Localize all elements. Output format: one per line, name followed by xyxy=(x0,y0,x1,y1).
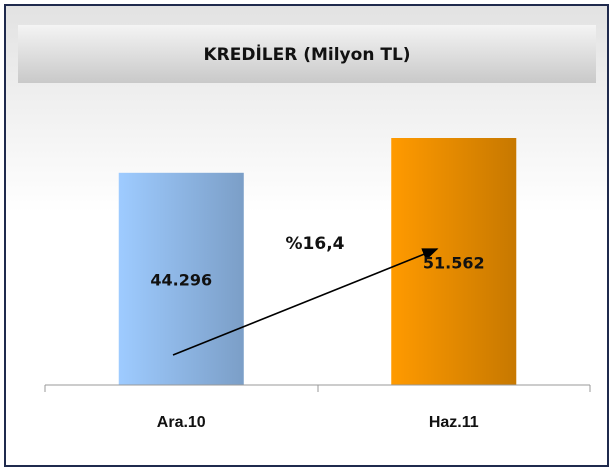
value-label: 44.296 xyxy=(150,271,212,290)
value-label: 51.562 xyxy=(423,253,485,272)
x-tick-label: Ara.10 xyxy=(157,414,206,431)
x-tick-label: Haz.11 xyxy=(429,414,479,431)
title-box xyxy=(18,25,596,83)
growth-arrow xyxy=(172,248,439,356)
chart-title: KREDİLER (Milyon TL) xyxy=(203,43,410,65)
annotation: %16,4 xyxy=(286,234,345,254)
bar-shade xyxy=(391,138,517,385)
plot xyxy=(118,138,517,385)
bar-shade xyxy=(118,172,244,385)
